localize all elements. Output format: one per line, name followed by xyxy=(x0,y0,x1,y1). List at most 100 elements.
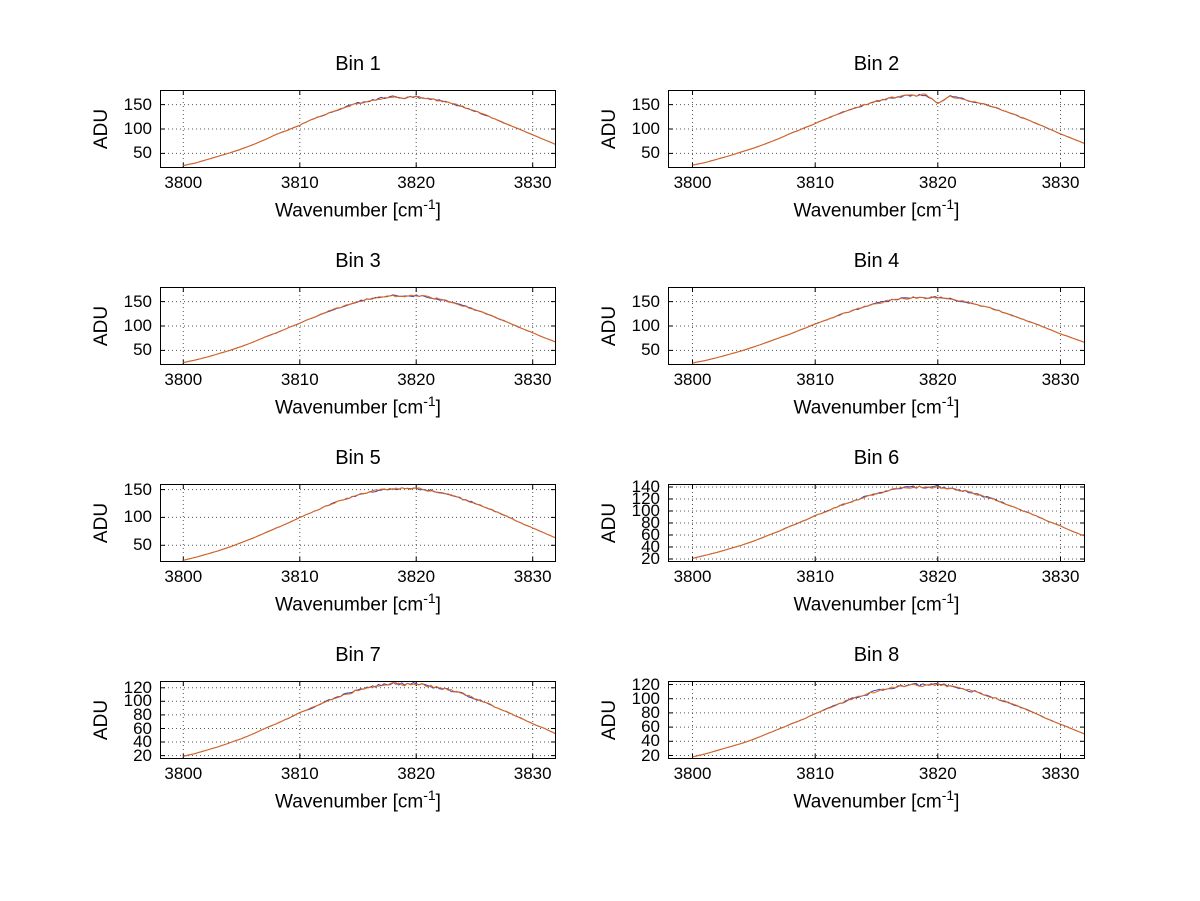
x-axis-label-text: Wavenumber [cm xyxy=(793,594,942,616)
y-axis-label-text: ADU xyxy=(599,108,620,150)
plot-area xyxy=(160,681,556,759)
x-axis-label-close: ] xyxy=(954,791,960,813)
x-tick-label: 3830 xyxy=(513,567,552,586)
subplot-bin-3: Bin 3 ADU 50 100 150 3800 3810 3820 3830 Waven… xyxy=(91,250,556,418)
x-axis-label-close: ] xyxy=(435,594,441,616)
plot-area xyxy=(668,287,1085,365)
x-axis-label: Wavenumber [cm-1] xyxy=(160,393,556,419)
x-axis-label: Wavenumber [cm-1] xyxy=(160,787,556,813)
x-tick-label: 3830 xyxy=(1041,764,1080,783)
x-axis-label: Wavenumber [cm-1] xyxy=(668,590,1085,616)
x-tick-label: 3830 xyxy=(1041,370,1080,389)
x-tick-label: 3800 xyxy=(164,370,203,389)
y-axis-label: ADU xyxy=(82,287,122,365)
subplot-title: Bin 8 xyxy=(853,644,900,666)
x-tick-label: 3830 xyxy=(1041,567,1080,586)
plot-area xyxy=(160,90,556,168)
subplot-bin-7: Bin 7 ADU 20 40 60 80 100 120 3800 3810 3820 3830… xyxy=(91,644,556,812)
x-axis-label: Wavenumber [cm-1] xyxy=(160,196,556,222)
x-tick-label: 3800 xyxy=(673,370,712,389)
x-tick-label: 3820 xyxy=(397,173,436,192)
x-tick-label: 3830 xyxy=(513,764,552,783)
y-axis-label: ADU xyxy=(590,287,630,365)
x-tick-label: 3810 xyxy=(280,764,319,783)
subplot-bin-4: Bin 4 ADU 50 100 150 3800 3810 3820 3830 Waven… xyxy=(599,250,1085,418)
x-axis-label-superscript: -1 xyxy=(941,393,955,409)
subplot-title: Bin 7 xyxy=(335,644,381,666)
x-tick-label: 3800 xyxy=(673,764,712,783)
x-axis-label-superscript: -1 xyxy=(423,196,436,212)
x-tick-label: 3810 xyxy=(280,173,319,192)
x-axis-label-text: Wavenumber [cm xyxy=(793,200,942,222)
x-axis-label-text: Wavenumber [cm xyxy=(275,594,424,616)
y-axis-label-text: ADU xyxy=(599,502,620,544)
x-tick-label: 3810 xyxy=(796,764,835,783)
x-tick-label: 3820 xyxy=(918,370,957,389)
subplot-title: Bin 2 xyxy=(853,53,900,75)
x-tick-label: 3810 xyxy=(280,370,319,389)
y-axis-label: ADU xyxy=(590,681,630,759)
y-axis-label: ADU xyxy=(82,681,122,759)
x-tick-label: 3830 xyxy=(513,370,552,389)
subplot-title: Bin 5 xyxy=(335,447,381,469)
y-axis-label-text: ADU xyxy=(599,699,620,741)
x-tick-label: 3830 xyxy=(1041,173,1080,192)
x-tick-label: 3820 xyxy=(397,567,436,586)
subplot-bin-5: Bin 5 ADU 50 100 150 3800 3810 3820 3830 Waven… xyxy=(91,447,556,615)
subplot-title: Bin 4 xyxy=(853,250,900,272)
plot-area xyxy=(160,484,556,562)
x-axis-label-superscript: -1 xyxy=(423,787,436,803)
subplot-title: Bin 6 xyxy=(853,447,900,469)
y-axis-label-text: ADU xyxy=(91,502,112,544)
x-axis-label-close: ] xyxy=(954,594,960,616)
y-axis-label-text: ADU xyxy=(91,108,112,150)
x-axis-label-close: ] xyxy=(954,397,960,419)
x-axis-label: Wavenumber [cm-1] xyxy=(668,393,1085,419)
y-axis-label: ADU xyxy=(590,90,630,168)
subplot-title: Bin 1 xyxy=(335,53,381,75)
x-tick-label: 3800 xyxy=(164,173,203,192)
x-axis-label-text: Wavenumber [cm xyxy=(275,791,424,813)
x-tick-label: 3820 xyxy=(918,567,957,586)
x-axis-label: Wavenumber [cm-1] xyxy=(668,787,1085,813)
x-axis-label-text: Wavenumber [cm xyxy=(275,397,424,419)
x-tick-label: 3800 xyxy=(164,567,203,586)
x-axis-label-superscript: -1 xyxy=(423,590,436,606)
x-tick-label: 3810 xyxy=(796,173,835,192)
x-tick-label: 3800 xyxy=(164,764,203,783)
subplot-bin-6: Bin 6 ADU 20 40 60 80 100 120 140 3800 3810 3820 3… xyxy=(599,447,1085,615)
y-axis-label: ADU xyxy=(82,484,122,562)
y-axis-label-text: ADU xyxy=(91,699,112,741)
x-axis-label: Wavenumber [cm-1] xyxy=(668,196,1085,222)
x-axis-label-superscript: -1 xyxy=(423,393,436,409)
plot-area xyxy=(668,681,1085,759)
y-axis-label: ADU xyxy=(82,90,122,168)
subplot-bin-8: Bin 8 ADU 20 40 60 80 100 120 3800 3810 3820 3830… xyxy=(599,644,1085,812)
x-tick-label: 3830 xyxy=(513,173,552,192)
y-axis-label-text: ADU xyxy=(599,305,620,347)
plot-area xyxy=(668,90,1085,168)
x-axis-label-superscript: -1 xyxy=(941,787,955,803)
x-tick-label: 3800 xyxy=(673,173,712,192)
x-axis-label-text: Wavenumber [cm xyxy=(793,397,942,419)
x-tick-label: 3820 xyxy=(397,370,436,389)
x-axis-label-text: Wavenumber [cm xyxy=(793,791,942,813)
x-axis-label-close: ] xyxy=(435,791,441,813)
plot-area xyxy=(668,484,1085,562)
x-axis-label-superscript: -1 xyxy=(941,590,955,606)
x-tick-label: 3810 xyxy=(796,567,835,586)
x-tick-label: 3820 xyxy=(918,764,957,783)
subplot-bin-1: Bin 1 ADU 50 100 150 3800 3810 3820 3830 Waven… xyxy=(91,53,556,221)
plot-area xyxy=(160,287,556,365)
x-tick-label: 3820 xyxy=(918,173,957,192)
x-axis-label-close: ] xyxy=(435,200,441,222)
y-axis-label-text: ADU xyxy=(91,305,112,347)
x-tick-label: 3800 xyxy=(673,567,712,586)
y-axis-label: ADU xyxy=(590,484,630,562)
x-axis-label-close: ] xyxy=(954,200,960,222)
x-axis-label-superscript: -1 xyxy=(941,196,955,212)
x-axis-label: Wavenumber [cm-1] xyxy=(160,590,556,616)
x-axis-label-close: ] xyxy=(435,397,441,419)
x-axis-label-text: Wavenumber [cm xyxy=(275,200,424,222)
